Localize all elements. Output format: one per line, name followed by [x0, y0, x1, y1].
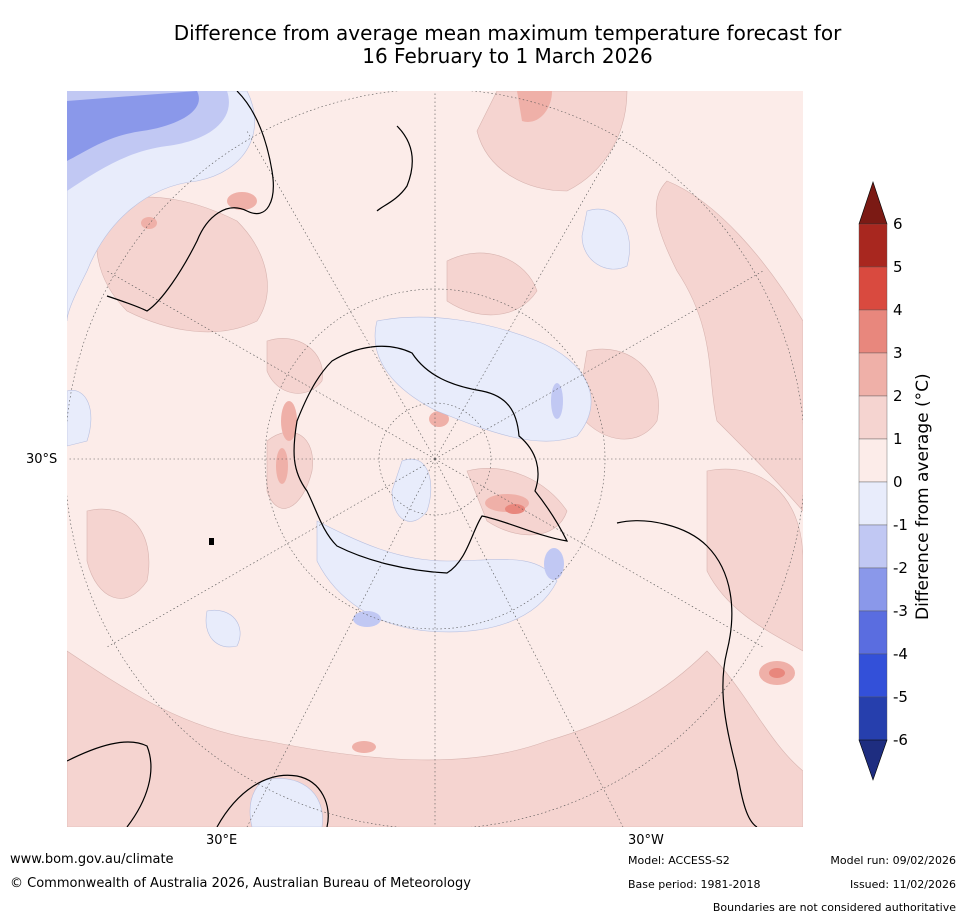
colorbar-label: Difference from average (°C) — [913, 373, 933, 620]
colorbar-tick-8: -2 — [893, 559, 908, 577]
colorbar-tick-0: 6 — [893, 215, 903, 233]
map-title: Difference from average mean maximum tem… — [60, 22, 955, 68]
lat-label-30s: 30°S — [26, 452, 58, 467]
footer-issued: Issued: 11/02/2026 — [849, 878, 956, 891]
colorbar-segment-m5tom4 — [858, 653, 888, 698]
antarctica-coastline — [293, 345, 569, 574]
australia-coastline — [106, 91, 274, 312]
colorbar-tick-6: 0 — [893, 473, 903, 491]
footer-copyright: © Commonwealth of Australia 2026, Austra… — [10, 876, 471, 891]
colorbar-segment-m6tom5 — [858, 696, 888, 741]
footer-model: Model: ACCESS-S2 — [628, 854, 730, 867]
colorbar-tick-1: 5 — [893, 258, 903, 276]
title-line-2: 16 February to 1 March 2026 — [362, 44, 653, 68]
colorbar-segment-4to5 — [858, 266, 888, 311]
footer-url[interactable]: www.bom.gov.au/climate — [10, 852, 174, 867]
footer-disclaimer: Boundaries are not considered authoritat… — [712, 901, 956, 914]
colorbar-tick-12: -6 — [893, 731, 908, 749]
colorbar-tick-10: -4 — [893, 645, 908, 663]
footer-model-run: Model run: 09/02/2026 — [830, 854, 956, 867]
colorbar-tick-3: 3 — [893, 344, 903, 362]
anomaly-neg3-to-neg2-regions — [67, 91, 199, 161]
anomaly-1-to-2-regions — [67, 91, 803, 827]
colorbar-segment-3to4 — [858, 309, 888, 354]
colorbar-segment-m2tom1 — [858, 524, 888, 569]
colorbar-segment-m1to0 — [858, 481, 888, 526]
temperature-anomaly-map — [67, 91, 803, 827]
lon-label-30e: 30°E — [206, 833, 238, 848]
colorbar-extend-low — [858, 739, 888, 781]
anomaly-3-to-4-regions — [505, 504, 785, 678]
colorbar-segment-2to3 — [858, 352, 888, 397]
colorbar-segment-5to6 — [858, 223, 888, 268]
anomaly-2-to-3-regions — [141, 91, 795, 753]
colorbar-extend-high — [858, 181, 888, 225]
footer-base-period: Base period: 1981-2018 — [628, 878, 761, 891]
colorbar-tick-9: -3 — [893, 602, 908, 620]
colorbar-tick-11: -5 — [893, 688, 908, 706]
colorbar-tick-4: 2 — [893, 387, 903, 405]
graticule — [67, 91, 803, 827]
new-zealand-coastline — [376, 125, 413, 212]
colorbar-tick-5: 1 — [893, 430, 903, 448]
colorbar-tick-7: -1 — [893, 516, 908, 534]
colorbar-tick-2: 4 — [893, 301, 903, 319]
coastlines — [67, 91, 758, 827]
lon-label-30w: 30°W — [628, 833, 664, 848]
colorbar-segment-1to2 — [858, 395, 888, 440]
island-marker — [209, 538, 214, 545]
title-line-1: Difference from average mean maximum tem… — [173, 21, 842, 45]
africa-coastline — [67, 741, 152, 827]
colorbar-segment-0to1 — [858, 438, 888, 483]
south-america-coastline — [616, 520, 758, 827]
madagascar-coastline — [216, 774, 329, 827]
colorbar-segment-m4tom3 — [858, 610, 888, 655]
colorbar-segment-m3tom2 — [858, 567, 888, 612]
colorbar: 6 5 4 3 2 1 0 -1 -2 -3 -4 -5 -6 — [858, 181, 908, 781]
